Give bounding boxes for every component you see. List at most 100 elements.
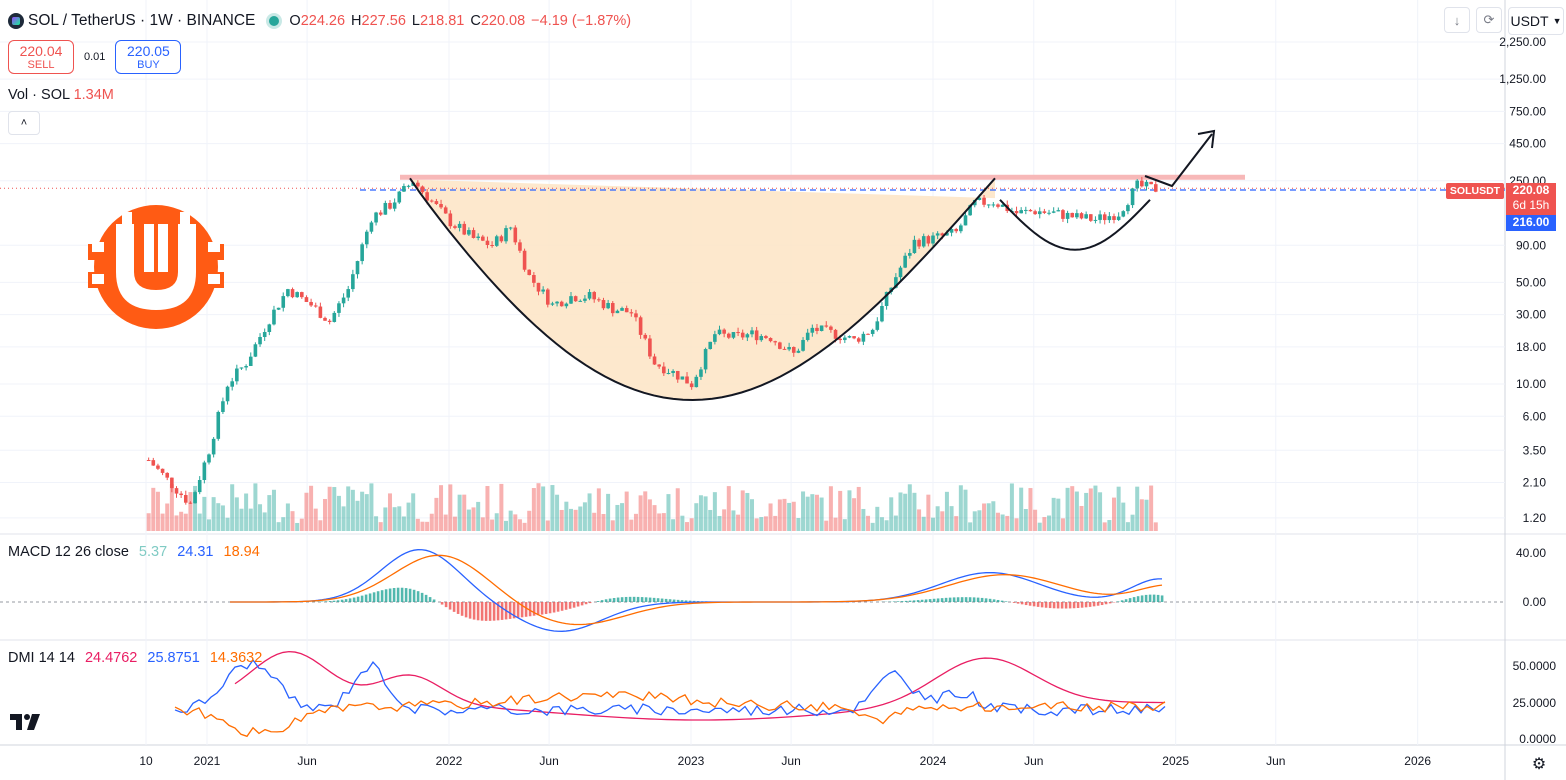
macd-histogram-bar: [1096, 602, 1100, 606]
macd-histogram-bar: [428, 597, 432, 602]
volume-bar: [1060, 518, 1065, 531]
volume-bar: [299, 518, 304, 531]
candle-body: [662, 366, 666, 374]
time-axis-label: Jun: [1024, 754, 1043, 768]
candle-body: [1130, 188, 1135, 206]
candle-body: [1028, 209, 1033, 212]
volume-bar: [1130, 514, 1135, 531]
candle-body: [996, 204, 1000, 207]
macd-histogram-bar: [640, 597, 644, 602]
candle-body: [1112, 216, 1116, 220]
macd-histogram-bar: [596, 601, 600, 602]
macd-line: [229, 549, 1163, 632]
volume-bar: [1135, 486, 1140, 531]
macd-histogram-bar: [952, 597, 956, 602]
candle-body: [963, 215, 968, 226]
candle-body: [253, 344, 258, 357]
candle-body: [332, 312, 337, 322]
macd-histogram-bar: [468, 602, 472, 619]
last-price: 220.08: [1512, 183, 1550, 197]
candle-body: [485, 240, 490, 246]
macd-histogram-bar: [900, 601, 904, 602]
tradingview-logo-icon[interactable]: [10, 712, 46, 732]
macd-histogram-bar: [400, 587, 404, 602]
volume-bar: [494, 513, 499, 531]
candle-body: [736, 332, 740, 334]
volume-bar: [638, 495, 643, 531]
sell-button[interactable]: 220.04 SELL: [8, 40, 74, 74]
macd-histogram-bar: [1032, 602, 1036, 607]
buy-button[interactable]: 220.05 BUY: [115, 40, 182, 74]
macd-histogram-bar: [1160, 595, 1164, 602]
macd-histogram-bar: [908, 600, 912, 602]
candle-body: [244, 365, 248, 368]
macd-histogram-bar: [1140, 595, 1144, 602]
candle-body: [258, 336, 262, 345]
macd-histogram-bar: [384, 589, 388, 602]
macd-histogram-bar: [664, 598, 668, 602]
macd-histogram-bar: [604, 599, 608, 602]
volume-bar: [791, 501, 796, 531]
macd-legend[interactable]: MACD 12 26 close 5.37 24.31 18.94: [8, 544, 266, 560]
volume-bar: [439, 485, 444, 531]
macd-histogram-bar: [968, 597, 972, 602]
macd-histogram-bar: [652, 597, 656, 602]
macd-histogram-bar: [536, 602, 540, 616]
volume-bar: [466, 509, 471, 531]
candle-body: [490, 245, 494, 247]
macd-histogram-bar: [560, 602, 564, 611]
volume-bar: [814, 494, 819, 531]
volume-bar: [601, 514, 606, 531]
volume-bar: [977, 510, 982, 531]
settings-gear-icon[interactable]: ⚙: [1531, 756, 1547, 773]
volume-bar: [1000, 514, 1005, 531]
macd-histogram-bar: [1076, 602, 1080, 609]
candle-body: [666, 373, 671, 375]
volume-bar: [323, 498, 328, 531]
candle-body: [624, 308, 629, 313]
volume-bar: [643, 491, 648, 531]
candle-body: [286, 289, 290, 297]
volume-bar: [629, 519, 634, 531]
candle-body: [833, 329, 838, 339]
volume-bar: [462, 494, 467, 531]
refresh-icon[interactable]: ⟳: [1476, 7, 1502, 33]
price-axis-label: 18.00: [1516, 340, 1546, 354]
volume-bar: [944, 491, 949, 531]
candle-body: [550, 303, 555, 305]
macd-histogram-bar: [340, 599, 344, 602]
symbol-title[interactable]: SOL / TetherUS · 1W · BINANCE: [28, 12, 256, 29]
macd-histogram-bar: [628, 596, 632, 602]
volume-bar: [1093, 485, 1098, 531]
macd-histogram-bar: [512, 602, 516, 619]
time-axis-label: Jun: [539, 754, 558, 768]
volume-bar: [457, 494, 462, 531]
macd-histogram-bar: [1036, 602, 1040, 607]
dmi-adx-value: 24.4762: [84, 650, 138, 666]
volume-bar: [615, 504, 620, 531]
candle-body: [1014, 210, 1019, 214]
download-icon[interactable]: ↓: [1444, 7, 1470, 33]
currency-selector[interactable]: USDT ▼: [1508, 7, 1564, 35]
dmi-legend[interactable]: DMI 14 14 24.4762 25.8751 14.3632: [8, 650, 268, 666]
open-value: 224.26: [300, 13, 346, 29]
candle-body: [174, 488, 179, 494]
candle-body: [1024, 209, 1028, 211]
sell-price: 220.04: [19, 42, 63, 59]
candle-body: [1061, 210, 1065, 219]
candle-body: [620, 308, 624, 311]
volume-legend[interactable]: Vol · SOL 1.34M: [8, 87, 114, 103]
volume-bar: [754, 518, 759, 531]
candle-body: [388, 202, 392, 209]
macd-histogram-bar: [916, 600, 920, 602]
close-value: 220.08: [480, 13, 526, 29]
volume-bar: [759, 517, 764, 531]
volume-bar: [536, 483, 541, 531]
volume-bar: [179, 511, 184, 531]
candle-body: [1126, 205, 1130, 212]
collapse-legend-button[interactable]: ˄: [8, 111, 40, 135]
volume-bar: [731, 510, 736, 531]
macd-histogram-bar: [660, 598, 664, 602]
time-axis-label: 2025: [1162, 754, 1189, 768]
